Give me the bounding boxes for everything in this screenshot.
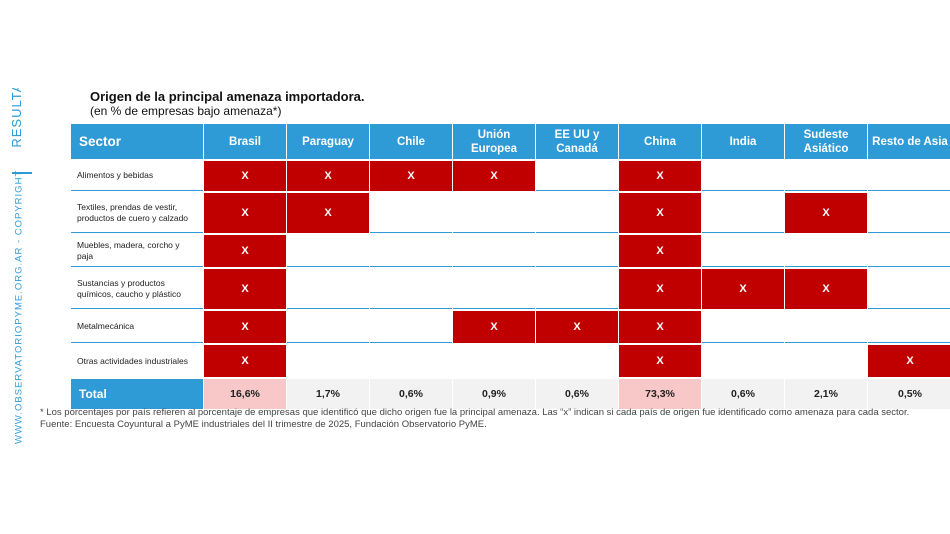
threat-mark: X: [453, 311, 535, 343]
threat-mark: X: [536, 311, 618, 343]
footnote-note: * Los porcentajes por país refieren al p…: [40, 407, 910, 418]
total-value: 1,7%: [287, 379, 369, 409]
empty-cell: [536, 345, 618, 377]
total-value: 73,3%: [619, 379, 701, 409]
threat-origin-table: Sector Brasil Paraguay Chile Unión Europea EE…: [71, 124, 950, 409]
header-country: Resto de Asia: [868, 124, 950, 159]
threat-mark: X: [370, 161, 452, 191]
threat-mark: X: [868, 345, 950, 377]
threat-mark: X: [619, 235, 701, 267]
empty-cell: [370, 345, 452, 377]
empty-cell: [868, 311, 950, 343]
threat-mark: X: [619, 269, 701, 309]
threat-mark: X: [619, 345, 701, 377]
total-label: Total: [71, 379, 203, 409]
total-value: 2,1%: [785, 379, 867, 409]
empty-cell: [868, 235, 950, 267]
threat-mark: X: [204, 311, 286, 343]
empty-cell: [287, 311, 369, 343]
page-title: Origen de la principal amenaza importado…: [90, 89, 365, 104]
page-subtitle: (en % de empresas bajo amenaza*): [90, 104, 282, 118]
side-divider: [12, 172, 32, 174]
header-country: Unión Europea: [453, 124, 535, 159]
empty-cell: [370, 311, 452, 343]
empty-cell: [785, 161, 867, 191]
total-value: 0,6%: [370, 379, 452, 409]
empty-cell: [287, 345, 369, 377]
header-country: EE UU y Canadá: [536, 124, 618, 159]
threat-mark: X: [453, 161, 535, 191]
row-label: Otras actividades industriales: [71, 345, 203, 377]
threat-mark: X: [619, 193, 701, 233]
empty-cell: [453, 345, 535, 377]
header-country: China: [619, 124, 701, 159]
total-value: 0,9%: [453, 379, 535, 409]
row-label: Textiles, prendas de vestir, productos d…: [71, 193, 203, 233]
empty-cell: [868, 161, 950, 191]
header-country: India: [702, 124, 784, 159]
threat-mark: X: [287, 161, 369, 191]
empty-cell: [287, 235, 369, 267]
empty-cell: [370, 193, 452, 233]
threat-mark: X: [204, 235, 286, 267]
empty-cell: [370, 269, 452, 309]
empty-cell: [287, 269, 369, 309]
empty-cell: [453, 235, 535, 267]
empty-cell: [536, 193, 618, 233]
side-section-label: RESULTADOS ENCUESTA: [10, 88, 44, 148]
row-label: Sustancias y productos químicos, caucho …: [71, 269, 203, 309]
empty-cell: [785, 311, 867, 343]
empty-cell: [702, 235, 784, 267]
total-value: 0,6%: [536, 379, 618, 409]
total-value: 0,6%: [702, 379, 784, 409]
empty-cell: [702, 193, 784, 233]
total-value: 16,6%: [204, 379, 286, 409]
footnote: * Los porcentajes por país refieren al p…: [40, 407, 945, 431]
header-country: Brasil: [204, 124, 286, 159]
side-copyright: WWW.OBSERVATORIOPYME.ORG.AR - COPYRIGHT: [13, 169, 25, 444]
empty-cell: [453, 193, 535, 233]
footnote-source: Fuente: Encuesta Coyuntural a PyME indus…: [40, 419, 487, 430]
threat-mark: X: [785, 269, 867, 309]
header-country: Paraguay: [287, 124, 369, 159]
empty-cell: [702, 161, 784, 191]
empty-cell: [370, 235, 452, 267]
row-label: Metalmecánica: [71, 311, 203, 343]
threat-mark: X: [619, 161, 701, 191]
header-sector: Sector: [71, 124, 203, 159]
empty-cell: [702, 345, 784, 377]
threat-mark: X: [204, 345, 286, 377]
threat-mark: X: [287, 193, 369, 233]
header-country: Chile: [370, 124, 452, 159]
empty-cell: [785, 345, 867, 377]
row-label: Muebles, madera, corcho y paja: [71, 235, 203, 267]
threat-mark: X: [785, 193, 867, 233]
header-country: Sudeste Asiático: [785, 124, 867, 159]
total-value: 0,5%: [868, 379, 950, 409]
side-top-text: RESULTADOS ENCUESTA: [10, 88, 24, 148]
threat-mark: X: [204, 161, 286, 191]
empty-cell: [536, 235, 618, 267]
empty-cell: [702, 311, 784, 343]
threat-mark: X: [619, 311, 701, 343]
threat-mark: X: [204, 193, 286, 233]
empty-cell: [453, 269, 535, 309]
threat-mark: X: [702, 269, 784, 309]
threat-mark: X: [204, 269, 286, 309]
empty-cell: [536, 161, 618, 191]
empty-cell: [868, 269, 950, 309]
row-label: Alimentos y bebidas: [71, 161, 203, 191]
empty-cell: [868, 193, 950, 233]
empty-cell: [536, 269, 618, 309]
empty-cell: [785, 235, 867, 267]
